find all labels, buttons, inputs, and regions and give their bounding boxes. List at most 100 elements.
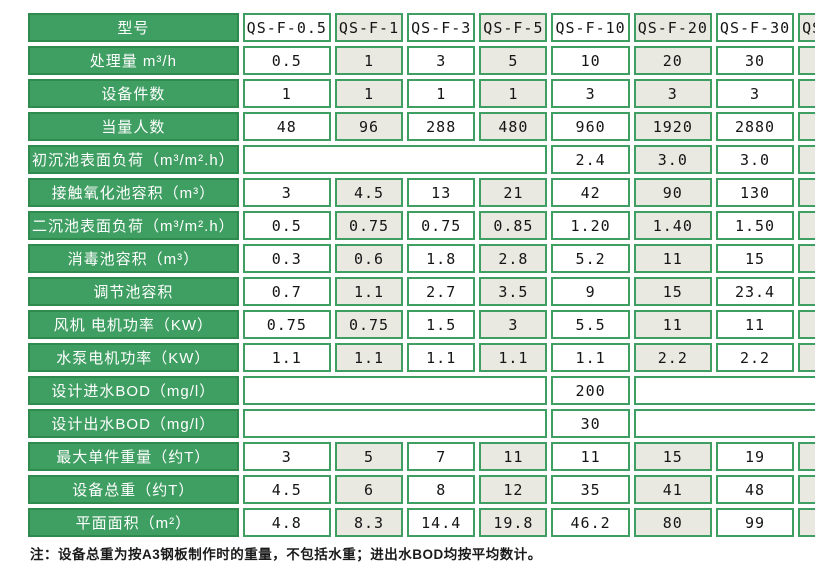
data-cell: 21 bbox=[479, 178, 548, 207]
data-cell: 1.5 bbox=[407, 310, 476, 339]
data-cell: 35 bbox=[551, 475, 630, 504]
data-cell: 15 bbox=[633, 277, 712, 306]
data-cell: 13 bbox=[407, 178, 476, 207]
row-header: 接触氧化池容积（m³） bbox=[28, 178, 239, 207]
table-row: 设计进水BOD（mg/l） 200 bbox=[28, 376, 815, 405]
data-cell: 7 bbox=[407, 442, 476, 471]
data-cell: 160 bbox=[798, 178, 815, 207]
model-header-cell: QS-F-1 bbox=[334, 13, 404, 42]
data-cell: 1920 bbox=[633, 112, 712, 141]
model-header-cell: QS-F-40 bbox=[798, 13, 815, 42]
row-header: 调节池容积 bbox=[28, 277, 239, 306]
data-cell: 3 bbox=[551, 79, 630, 108]
data-cell: 5 bbox=[334, 442, 404, 471]
data-cell: 3 bbox=[715, 79, 795, 108]
table-row: 初沉池表面负荷（m³/m².h）2.43.03.03.0 bbox=[28, 145, 815, 174]
data-cell: 12 bbox=[479, 475, 548, 504]
empty-merged-cell bbox=[633, 409, 815, 438]
data-cell: 5.2 bbox=[551, 244, 630, 273]
model-header-cell: QS-F-0.5 bbox=[242, 13, 331, 42]
data-cell: 18.5 bbox=[798, 310, 815, 339]
data-cell: 3 bbox=[407, 46, 476, 75]
data-cell: 6 bbox=[334, 475, 404, 504]
data-cell: 1.50 bbox=[715, 211, 795, 240]
data-cell: 4.5 bbox=[242, 475, 331, 504]
data-cell: 11 bbox=[551, 442, 630, 471]
data-cell: 0.7 bbox=[242, 277, 331, 306]
empty-merged-cell bbox=[242, 376, 548, 405]
data-cell: 80 bbox=[633, 508, 712, 537]
data-cell: 130 bbox=[715, 178, 795, 207]
data-cell: 2.2 bbox=[715, 343, 795, 372]
data-cell: 2.2 bbox=[633, 343, 712, 372]
data-cell: 1 bbox=[334, 46, 404, 75]
data-cell: 136 bbox=[798, 508, 815, 537]
row-header: 水泵电机功率（KW） bbox=[28, 343, 239, 372]
data-cell: 200 bbox=[551, 376, 630, 405]
data-cell: 0.75 bbox=[242, 310, 331, 339]
data-cell: 3 bbox=[242, 442, 331, 471]
data-cell: 19.8 bbox=[479, 508, 548, 537]
data-cell: 4.5 bbox=[334, 178, 404, 207]
data-cell: 3840 bbox=[798, 112, 815, 141]
table-row: 水泵电机功率（KW）1.11.11.11.11.12.22.24 bbox=[28, 343, 815, 372]
data-cell: 8 bbox=[407, 475, 476, 504]
data-cell: 1.1 bbox=[334, 277, 404, 306]
table-row: 最大单件重量（约T）3571111151922 bbox=[28, 442, 815, 471]
table-row: 风机 电机功率（KW）0.750.751.535.5111118.5 bbox=[28, 310, 815, 339]
data-cell: 1.40 bbox=[633, 211, 712, 240]
row-header: 设备总重（约T） bbox=[28, 475, 239, 504]
data-cell: 48 bbox=[715, 475, 795, 504]
data-cell: 22 bbox=[798, 442, 815, 471]
data-cell: 11 bbox=[479, 442, 548, 471]
data-cell: 1.1 bbox=[407, 343, 476, 372]
table-row: 平面面积（m²）4.88.314.419.846.28099136 bbox=[28, 508, 815, 537]
data-cell: 30 bbox=[551, 409, 630, 438]
data-cell: 3.0 bbox=[633, 145, 712, 174]
data-cell: 14.4 bbox=[407, 508, 476, 537]
data-cell: 11 bbox=[633, 310, 712, 339]
model-header-cell: QS-F-3 bbox=[407, 13, 476, 42]
data-cell: 1.1 bbox=[334, 343, 404, 372]
data-cell: 1 bbox=[479, 79, 548, 108]
data-cell: 32 bbox=[798, 277, 815, 306]
data-cell: 2880 bbox=[715, 112, 795, 141]
empty-merged-cell bbox=[242, 409, 548, 438]
model-header-cell: QS-F-10 bbox=[551, 13, 630, 42]
row-header-model: 型号 bbox=[28, 13, 239, 42]
data-cell: 2.4 bbox=[551, 145, 630, 174]
data-cell: 1.65 bbox=[798, 211, 815, 240]
row-header: 处理量 m³/h bbox=[28, 46, 239, 75]
data-cell: 19 bbox=[715, 442, 795, 471]
data-cell: 0.6 bbox=[334, 244, 404, 273]
data-cell: 1.20 bbox=[551, 211, 630, 240]
data-cell: 46.2 bbox=[551, 508, 630, 537]
row-header: 设计进水BOD（mg/l） bbox=[28, 376, 239, 405]
row-header: 初沉池表面负荷（m³/m².h） bbox=[28, 145, 239, 174]
data-cell: 0.75 bbox=[334, 310, 404, 339]
data-cell: 0.5 bbox=[242, 46, 331, 75]
data-cell: 0.75 bbox=[407, 211, 476, 240]
data-cell: 20 bbox=[633, 46, 712, 75]
table-note: 注：设备总重为按A3钢板制作时的重量，不包括水重；进出水BOD均按平均数计。 bbox=[30, 547, 542, 562]
data-cell: 30 bbox=[715, 46, 795, 75]
table-row: 设备总重（约T）4.5681235414859 bbox=[28, 475, 815, 504]
data-cell: 59 bbox=[798, 475, 815, 504]
data-cell: 3 bbox=[242, 178, 331, 207]
table-row: 当量人数4896288480960192028803840 bbox=[28, 112, 815, 141]
data-cell: 4 bbox=[798, 79, 815, 108]
row-header: 最大单件重量（约T） bbox=[28, 442, 239, 471]
data-cell: 4 bbox=[798, 343, 815, 372]
data-cell: 1.8 bbox=[407, 244, 476, 273]
data-cell: 0.75 bbox=[334, 211, 404, 240]
table-row: 接触氧化池容积（m³）34.513214290130160 bbox=[28, 178, 815, 207]
table-row: 设备件数11113334 bbox=[28, 79, 815, 108]
data-cell: 2.8 bbox=[479, 244, 548, 273]
data-cell: 9 bbox=[551, 277, 630, 306]
data-cell: 4.8 bbox=[242, 508, 331, 537]
data-cell: 3 bbox=[633, 79, 712, 108]
data-cell: 15 bbox=[715, 244, 795, 273]
row-header: 二沉池表面负荷（m³/m².h） bbox=[28, 211, 239, 240]
data-cell: 2.7 bbox=[407, 277, 476, 306]
